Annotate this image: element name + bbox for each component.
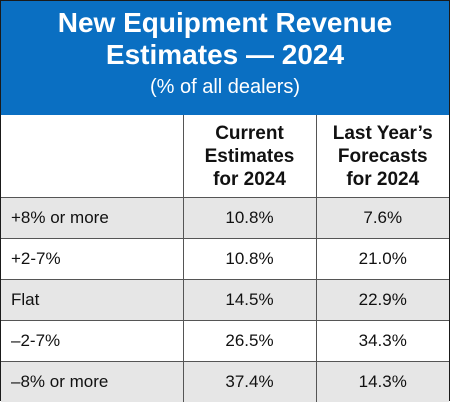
current-estimate-cell: 26.5% [183,321,316,362]
chart-subtitle: (% of all dealers) [1,75,449,99]
header-last-year-line-2: Forecasts [317,145,450,168]
row-label: –2-7% [1,321,183,362]
chart-title-line-2: Estimates — 2024 [1,39,449,71]
current-estimate-cell: 10.8% [183,239,316,280]
chart-title-line-1: New Equipment Revenue [1,7,449,39]
current-estimate-cell: 37.4% [183,362,316,402]
table-row: –2-7% 26.5% 34.3% [1,321,449,362]
row-label: –8% or more [1,362,183,402]
header-empty-cell [1,115,183,198]
table-row: –8% or more 37.4% 14.3% [1,362,449,402]
header-current-estimates: Current Estimates for 2024 [183,115,316,198]
last-year-forecast-cell: 21.0% [316,239,449,280]
header-current-line-3: for 2024 [184,168,316,191]
table-row: +2-7% 10.8% 21.0% [1,239,449,280]
last-year-forecast-cell: 14.3% [316,362,449,402]
row-label: +2-7% [1,239,183,280]
current-estimate-cell: 14.5% [183,280,316,321]
title-band: New Equipment Revenue Estimates — 2024 (… [1,1,449,115]
header-last-year-line-1: Last Year’s [317,122,450,145]
estimates-table: Current Estimates for 2024 Last Year’s F… [1,115,449,402]
table-row: Flat 14.5% 22.9% [1,280,449,321]
row-label: Flat [1,280,183,321]
current-estimate-cell: 10.8% [183,198,316,239]
table-row: +8% or more 10.8% 7.6% [1,198,449,239]
header-last-year-line-3: for 2024 [317,168,450,191]
table-header-row: Current Estimates for 2024 Last Year’s F… [1,115,449,198]
last-year-forecast-cell: 22.9% [316,280,449,321]
header-last-year-forecasts: Last Year’s Forecasts for 2024 [316,115,449,198]
header-current-line-2: Estimates [184,145,316,168]
last-year-forecast-cell: 7.6% [316,198,449,239]
row-label: +8% or more [1,198,183,239]
last-year-forecast-cell: 34.3% [316,321,449,362]
header-current-line-1: Current [184,122,316,145]
